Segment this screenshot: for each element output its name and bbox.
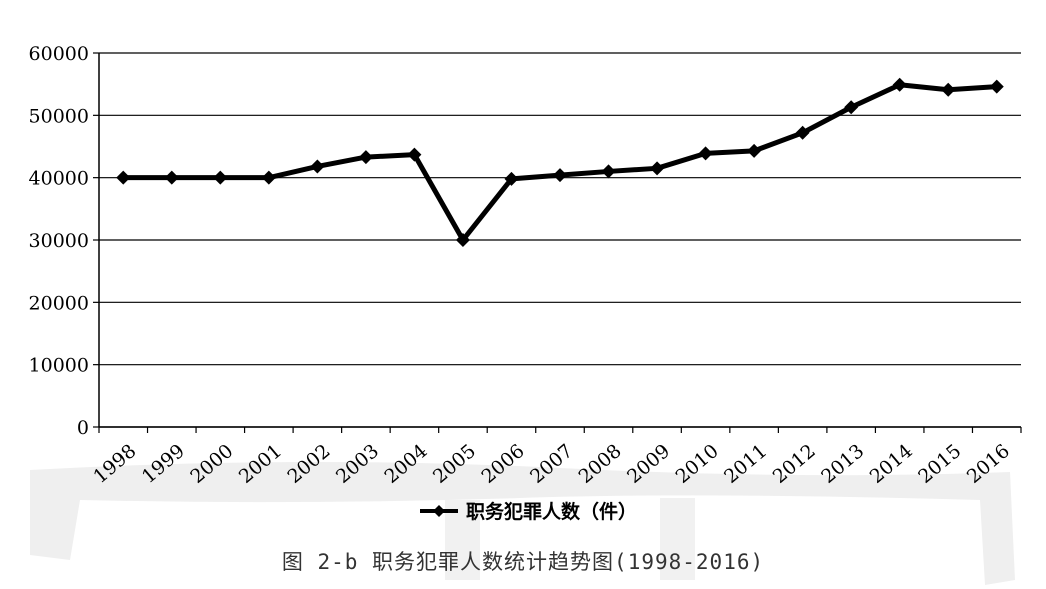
x-tick-label: 2011 (720, 440, 771, 488)
data-point (213, 170, 228, 185)
y-tick-label: 0 (77, 417, 89, 439)
x-tick-label: 2006 (478, 440, 529, 488)
data-point (844, 100, 859, 115)
x-tick-label: 2015 (914, 440, 965, 488)
x-tick-label: 2012 (769, 440, 820, 488)
data-point (650, 161, 665, 176)
data-point (553, 168, 567, 183)
y-tick-label: 40000 (29, 168, 89, 190)
data-point (310, 159, 325, 174)
x-tick-label: 2014 (866, 440, 917, 488)
data-point (698, 146, 713, 161)
data-point (892, 77, 907, 92)
grid-lines (99, 52, 1021, 428)
x-tick-label: 2003 (332, 440, 383, 488)
data-point (601, 164, 616, 179)
data-point (116, 170, 131, 185)
x-tick-label: 2005 (429, 440, 480, 488)
data-point (455, 233, 470, 247)
data-point (795, 125, 810, 140)
figure-caption: 图 2-b 职务犯罪人数统计趋势图(1998-2016) (281, 550, 765, 574)
x-tick-label: 2013 (817, 440, 868, 488)
x-tick-label: 2010 (672, 440, 723, 488)
legend: 职务犯罪人数（件） (420, 500, 637, 523)
x-axis-ticks: 1998199920002001200220032004200520062007… (89, 427, 1022, 488)
y-tick-label: 60000 (29, 43, 89, 65)
data-point (261, 170, 276, 185)
plot-area (116, 77, 1004, 247)
series-line (123, 82, 997, 243)
data-point (407, 147, 422, 162)
legend-marker (433, 505, 445, 517)
x-tick-label: 1998 (89, 440, 140, 488)
data-point (989, 79, 1004, 94)
legend-label: 职务犯罪人数（件） (466, 500, 637, 523)
x-tick-label: 2007 (526, 440, 577, 488)
data-point (358, 150, 373, 165)
x-tick-label: 2009 (623, 440, 674, 488)
y-tick-label: 20000 (29, 292, 89, 314)
x-tick-label: 2001 (235, 440, 286, 488)
x-tick-label: 2008 (575, 440, 626, 488)
y-tick-label: 10000 (29, 355, 89, 377)
y-tick-label: 50000 (29, 105, 89, 127)
data-point (504, 171, 519, 186)
data-point (747, 143, 762, 158)
data-point (941, 82, 956, 97)
x-tick-label: 1999 (138, 440, 189, 488)
x-tick-label: 2000 (186, 440, 237, 488)
y-axis-ticks: 0 10000 20000 30000 40000 50000 60000 (29, 43, 99, 439)
x-tick-label: 2016 (963, 440, 1014, 488)
y-tick-label: 30000 (29, 230, 89, 252)
x-tick-label: 2004 (380, 440, 431, 488)
data-point (164, 170, 179, 185)
x-tick-label: 2002 (283, 440, 334, 488)
